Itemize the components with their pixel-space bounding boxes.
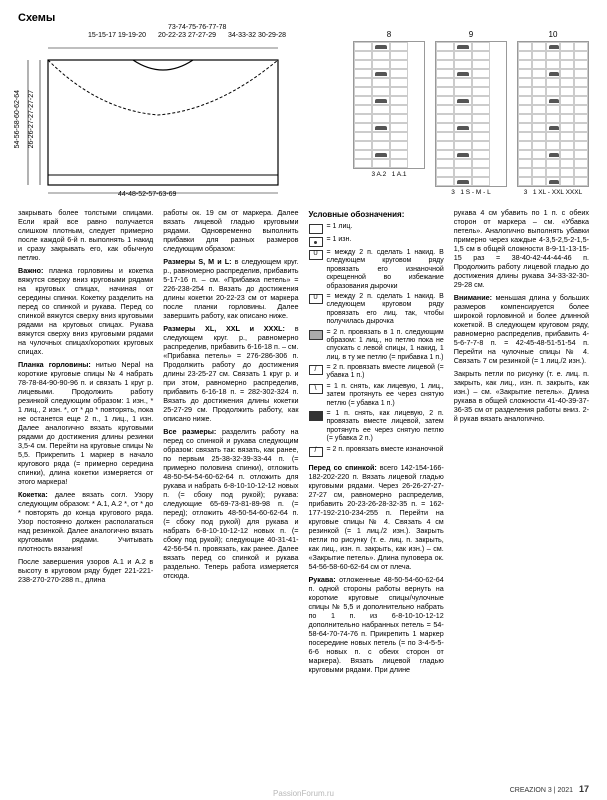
chart-10-sz-b: 1 XL - XXL XXXL [533, 189, 582, 196]
sym-k2tog-icon [309, 365, 323, 375]
chart-9-sz-a: 3 [451, 189, 455, 196]
garment-schematic: 73-74-75-76-77-78 15-15-17 19-19-20 20-2… [18, 30, 308, 200]
c2-p3-label: Размеры XL, XXL и XXXL: [163, 324, 285, 333]
c1-p5: После завершения узоров A.1 и A.2 в высо… [18, 557, 153, 584]
sym-inc-icon [309, 330, 323, 340]
chart-10-label: 10 [517, 30, 589, 39]
column-1: закрывать более толстыми спицами. Если к… [18, 208, 153, 678]
c1-p4: далее вязать согл. Узору следующим образ… [18, 490, 153, 553]
text-columns: закрывать более толстыми спицами. Если к… [18, 208, 589, 678]
page-footer: CREAZION 3 | 2021 17 [510, 784, 589, 794]
legend-3: = между 2 п. сделать 1 накид. В следующе… [327, 293, 444, 327]
c2-p4: разделить работу на перед со спинкой и р… [163, 427, 298, 580]
chart-10-sz-a: 3 [524, 189, 528, 196]
c3-p1-label: Перед со спинкой: [309, 463, 377, 472]
measure-left-outer: 54-56-58-60-62-64 [14, 90, 21, 148]
legend-2: = между 2 п. сделать 1 накид. В следующе… [327, 249, 444, 291]
top-diagrams: 73-74-75-76-77-78 15-15-17 19-19-20 20-2… [18, 30, 589, 200]
measure-top-seg3: 34-33-32 30-29-28 [228, 32, 286, 39]
magazine-name: CREAZION 3 | 2021 [510, 787, 573, 794]
c1-p2-label: Важно: [18, 266, 43, 275]
c2-p3: в следующем круг. р., равномерно распред… [163, 324, 298, 423]
chart-8-sz-a: 3 A.2 [371, 171, 386, 178]
c1-p1: закрывать более толстыми спицами. Если к… [18, 208, 153, 262]
page-number: 17 [579, 784, 589, 794]
c3-p2: отложенные 48-50-54-60-62-64 п. одной ст… [309, 575, 444, 674]
legend-7: = 1 п. снять, как лицевую, 2 п. провязат… [327, 410, 444, 444]
c1-p2: планка горловины и кокетка вяжутся сверх… [18, 266, 153, 356]
column-4: рукава 4 см убавить по 1 п. с обеих стор… [454, 208, 589, 678]
column-3: Условные обозначения: = 1 лиц. = 1 изн. … [309, 208, 444, 678]
legend-1: = 1 изн. [327, 236, 352, 244]
measure-bottom: 44-48-52-57-63-69 [118, 191, 176, 198]
c1-p3: нитью Nepal на короткие круговые спицы №… [18, 360, 153, 486]
c3-p1: всего 142-154-166-182-202-220 п. Вязать … [309, 463, 444, 571]
legend-0: = 1 лиц. [327, 223, 353, 231]
legend-4: = 2 п. провязать в 1 п. следующим образо… [327, 329, 444, 363]
chart-9: 9 [435, 30, 507, 200]
sym-p2tog-icon [309, 447, 323, 457]
c2-p2: в следующем круг. р., равномерно распред… [163, 257, 298, 320]
watermark: PassionForum.ru [273, 789, 334, 798]
measure-top-overall: 73-74-75-76-77-78 [168, 24, 226, 31]
sym-purl-icon [309, 237, 323, 247]
sym-cdd-icon [309, 411, 323, 421]
c4-p2: меньшая длина у больших размеров компенс… [454, 293, 589, 365]
sym-yo1-icon [309, 250, 323, 260]
chart-10: 10 [517, 30, 589, 200]
c2-p1: работы ок. 19 см от маркера. Далее вязат… [163, 208, 298, 253]
c4-p3: Закрыть петли по рисунку (т. е. лиц. п. … [454, 369, 589, 423]
legend-8: = 2 п. провязать вместе изнаночной [327, 446, 444, 454]
chart-8-sz-b: 1 A.1 [392, 171, 407, 178]
c2-p2-label: Размеры S, M и L: [163, 257, 231, 266]
legend-6: = 1 п. снять, как лицевую, 1 лиц., затем… [327, 383, 444, 408]
c1-p4-label: Кокетка: [18, 490, 48, 499]
chart-8: 8 3 A.2 1 A.1 [353, 30, 425, 200]
legend-title: Условные обозначения: [309, 210, 444, 220]
legend-5: = 2 п. провязать вместе лицевой (= убавк… [327, 364, 444, 381]
c4-p2-label: Внимание: [454, 293, 492, 302]
c1-p3-label: Планка горловины: [18, 360, 91, 369]
page-title: Схемы [18, 12, 589, 24]
chart-9-sz-b: 1 S - M - L [460, 189, 490, 196]
c2-p4-label: Все размеры: [163, 427, 216, 436]
chart-8-label: 8 [353, 30, 425, 39]
chart-9-label: 9 [435, 30, 507, 39]
sym-yo2-icon [309, 294, 323, 304]
c4-p1: рукава 4 см убавить по 1 п. с обеих стор… [454, 208, 589, 289]
measure-left-inner: 26-26-27-27-27-27 [28, 90, 35, 148]
sym-knit-icon [309, 224, 323, 234]
measure-top-seg2: 20-22-23 27-27-29 [158, 32, 216, 39]
column-2: работы ок. 19 см от маркера. Далее вязат… [163, 208, 298, 678]
c3-p2-label: Рукава: [309, 575, 336, 584]
measure-top-seg1: 15-15-17 19-19-20 [88, 32, 146, 39]
sym-ssk-icon [309, 384, 323, 394]
